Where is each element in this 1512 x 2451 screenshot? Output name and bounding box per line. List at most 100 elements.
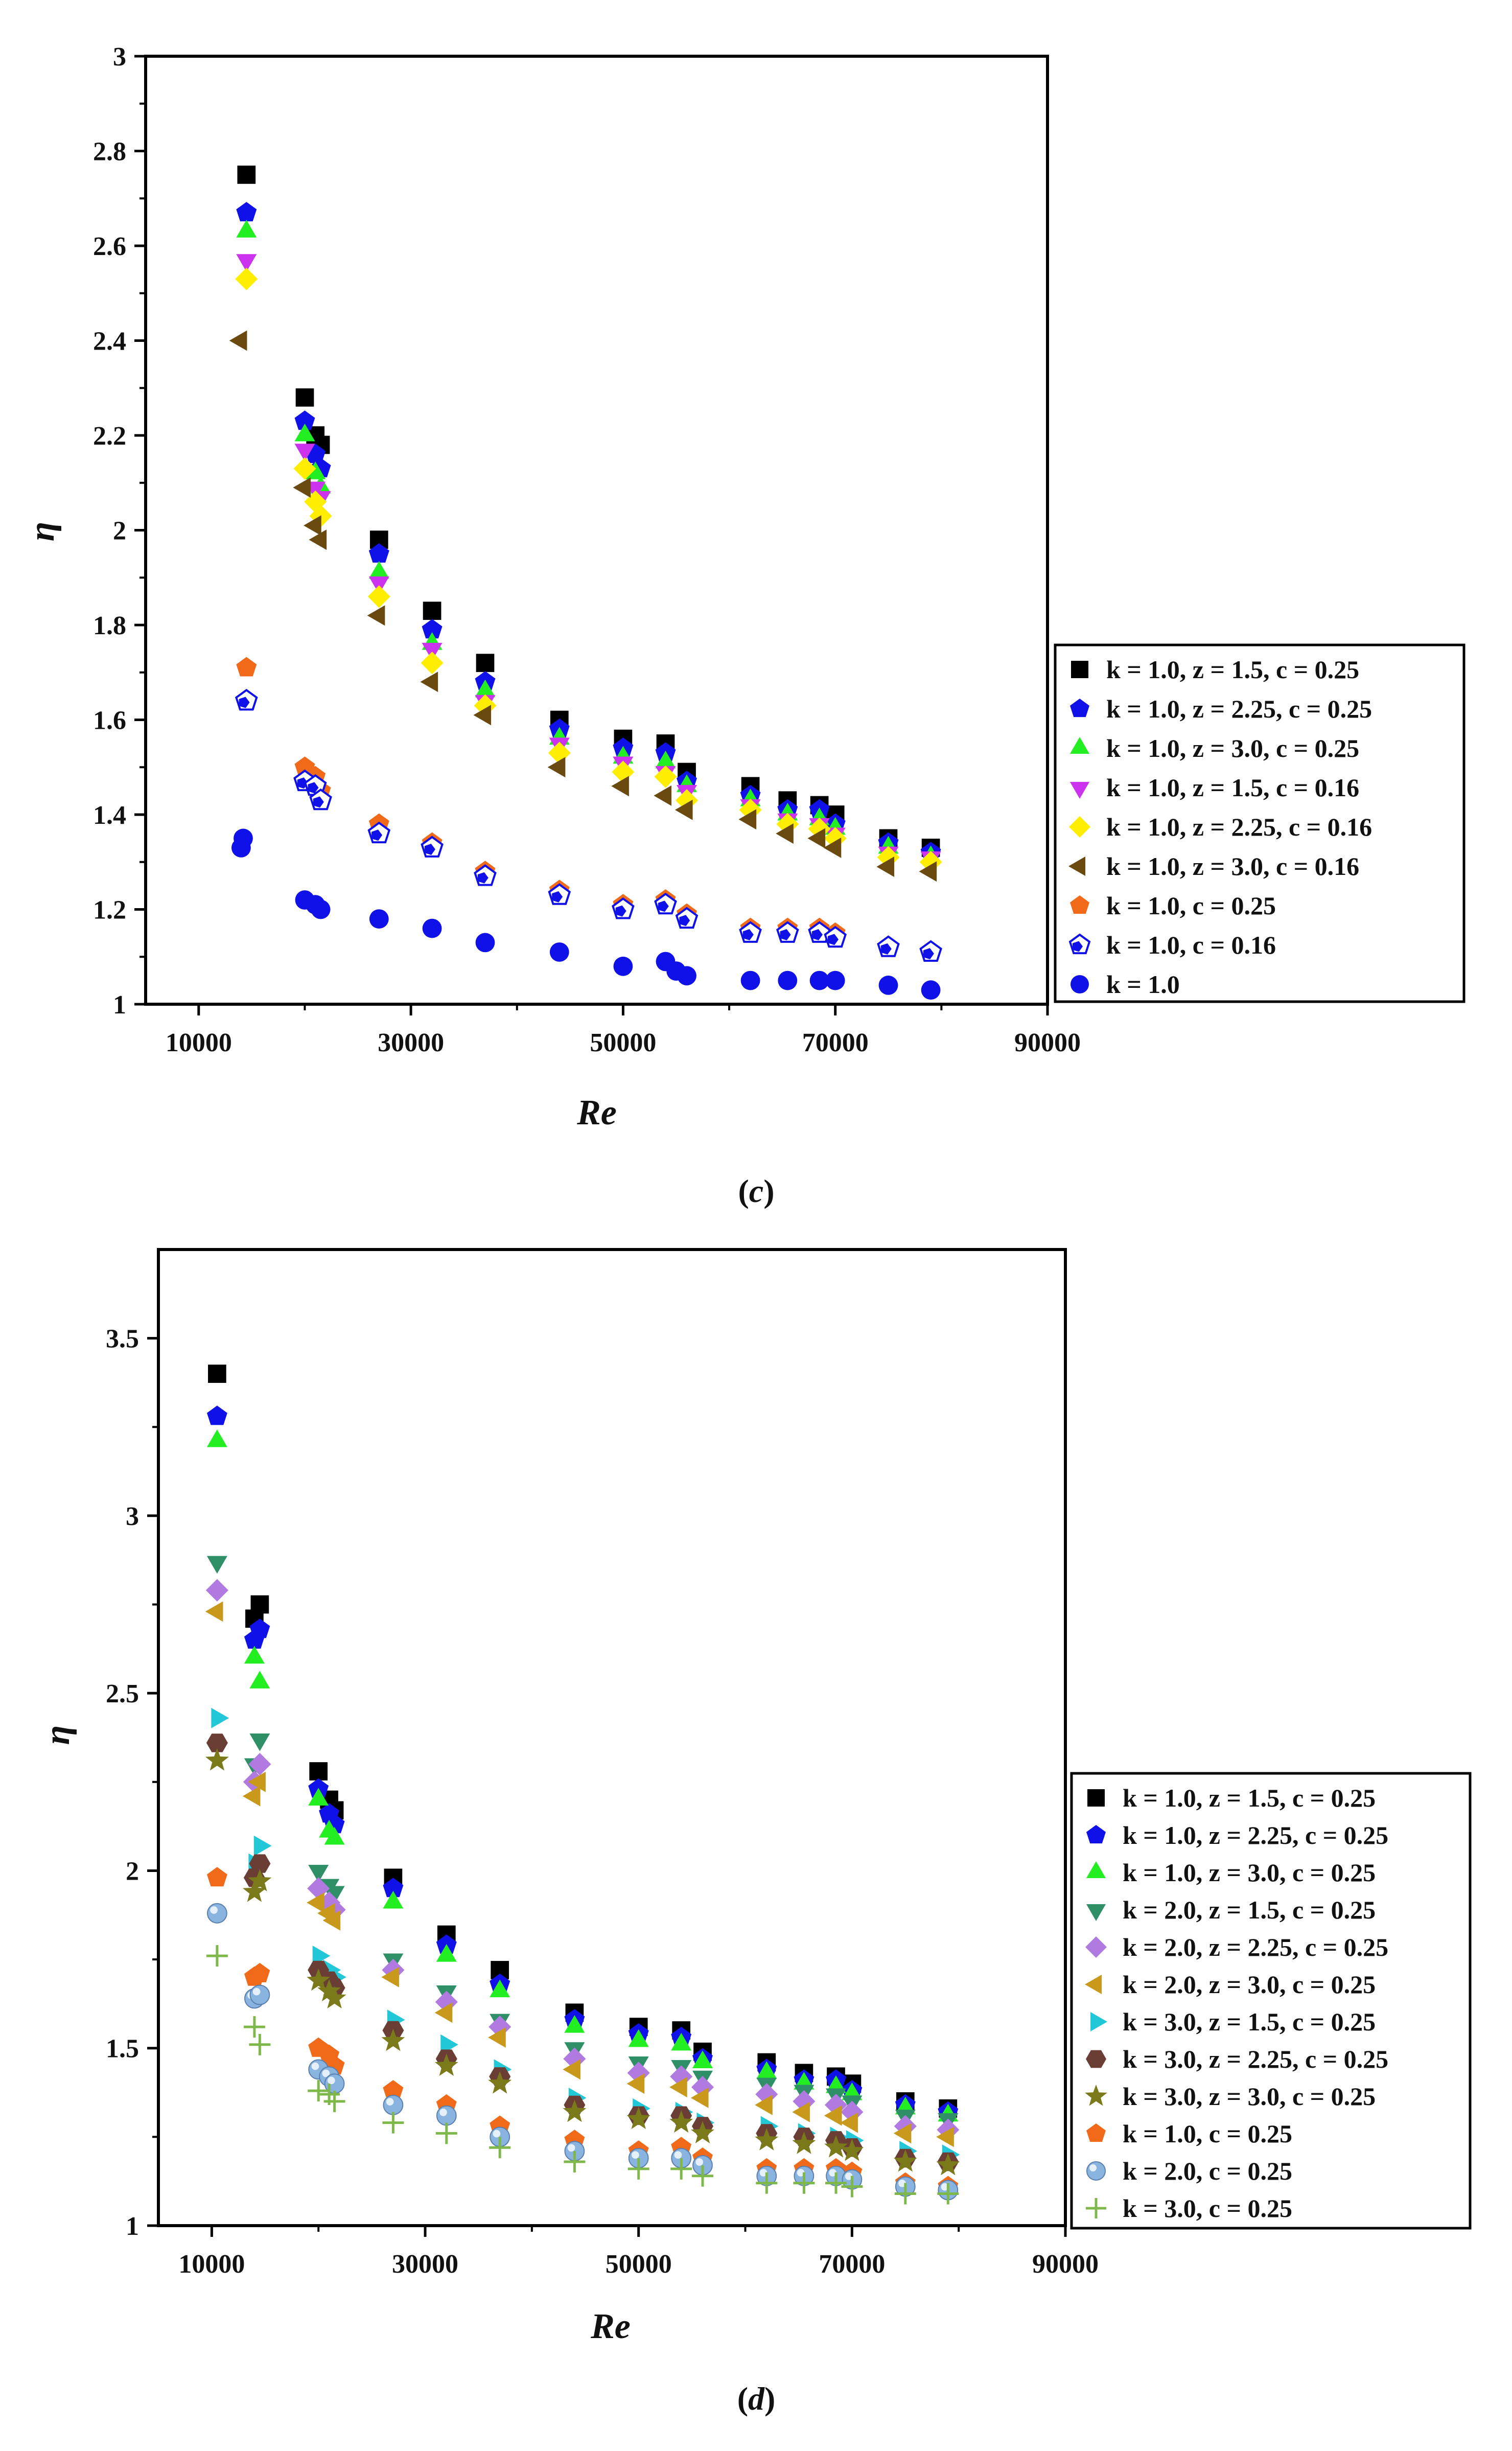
data-point — [824, 926, 847, 948]
x-tick-label: 70000 — [802, 1028, 869, 1057]
data-point — [824, 2105, 842, 2126]
data-point — [323, 2090, 345, 2112]
legend-entry: k = 1.0, z = 2.25, c = 0.16 — [1106, 813, 1372, 841]
data-point — [612, 897, 635, 919]
data-point — [211, 1707, 229, 1728]
data-point — [691, 2121, 714, 2143]
data-point — [434, 2053, 458, 2076]
data-point — [564, 2015, 585, 2033]
legend-entry: k = 1.0, c = 0.16 — [1106, 931, 1276, 959]
series-c-1 — [236, 202, 941, 862]
legend-marker — [1086, 2123, 1106, 2142]
data-point — [205, 1748, 229, 1771]
legend-marker — [1086, 1861, 1106, 1878]
data-point — [654, 785, 672, 806]
data-point — [612, 760, 635, 783]
data-point — [739, 798, 762, 821]
data-point — [792, 2101, 810, 2122]
legend-marker — [1090, 2011, 1107, 2032]
y-tick-label: 2.2 — [93, 422, 126, 451]
legend-marker — [1086, 1825, 1106, 1844]
series-d-11 — [206, 1945, 959, 2205]
data-point — [242, 1786, 261, 1807]
data-point — [670, 2065, 693, 2088]
data-point — [253, 1835, 272, 1856]
data-point — [937, 2183, 959, 2205]
data-point — [489, 2016, 511, 2039]
x-tick-label: 50000 — [606, 2250, 672, 2279]
y-tick-label: 1 — [113, 990, 126, 1020]
legend-marker — [1071, 661, 1088, 678]
data-point — [309, 1762, 328, 1781]
legend-marker — [1086, 2161, 1106, 2181]
data-point — [249, 1962, 270, 1982]
data-point — [488, 2071, 512, 2094]
data-point — [249, 1984, 270, 2005]
legend-marker — [1087, 1789, 1105, 1807]
data-point — [236, 202, 257, 222]
panel-label: (c) — [738, 1173, 774, 1209]
legend-marker — [1069, 737, 1090, 754]
data-point — [206, 1733, 228, 1752]
data-point — [894, 2183, 916, 2205]
legend-marker — [1069, 782, 1090, 799]
data-point — [322, 1986, 346, 2009]
data-point — [627, 2062, 650, 2085]
series-d-5 — [205, 1601, 954, 2147]
data-point — [936, 2126, 954, 2147]
legend-entry: k = 3.0, c = 0.25 — [1123, 2194, 1292, 2223]
data-point — [324, 1826, 345, 1845]
data-point — [921, 980, 941, 1000]
data-point — [654, 765, 677, 788]
legend-entry: k = 1.0, z = 3.0, c = 0.25 — [1123, 1858, 1376, 1887]
data-point — [669, 2077, 687, 2098]
legend: k = 1.0, z = 1.5, c = 0.25 k = 1.0, z = 2… — [1054, 643, 1466, 1003]
y-tick-label: 2.6 — [93, 232, 126, 261]
data-point — [692, 2165, 713, 2187]
data-point — [677, 966, 696, 986]
data-point — [383, 1890, 404, 1909]
data-point — [205, 1579, 228, 1602]
data-point — [654, 892, 677, 915]
data-point — [421, 836, 444, 858]
y-tick-label: 2.8 — [93, 137, 126, 167]
panel-label: (d) — [737, 2380, 776, 2417]
data-point — [206, 1429, 227, 1447]
data-point — [293, 477, 311, 498]
data-point — [309, 788, 332, 811]
data-point — [547, 757, 566, 778]
data-point — [307, 1892, 324, 1913]
y-tick-label: 1.2 — [93, 896, 126, 925]
legend-entry: k = 3.0, z = 2.25, c = 0.25 — [1123, 2045, 1388, 2073]
data-point — [548, 883, 571, 905]
legend-marker — [1068, 933, 1091, 955]
data-point — [317, 1979, 341, 2002]
x-tick-label: 10000 — [166, 1028, 232, 1057]
data-point — [563, 2047, 586, 2070]
data-point — [563, 2059, 580, 2080]
charts: 10000 30000 50000 70000 90000 1 1.2 1.4 1.6 1.8 2 2… — [22, 42, 1472, 2417]
data-point — [208, 1365, 226, 1383]
data-point — [792, 2132, 816, 2154]
legend-marker — [1069, 699, 1090, 718]
legend-entry: k = 3.0, z = 1.5, c = 0.25 — [1123, 2007, 1376, 2036]
data-point — [322, 1910, 341, 1931]
data-point — [936, 2153, 960, 2176]
data-point — [383, 2094, 404, 2115]
data-point — [367, 585, 390, 608]
data-point — [690, 2087, 709, 2109]
data-point — [893, 2149, 917, 2172]
data-point — [776, 823, 794, 844]
legend-entry: k = 1.0, z = 1.5, c = 0.25 — [1123, 1784, 1376, 1812]
data-point — [305, 461, 326, 479]
x-tick-label: 70000 — [819, 2250, 885, 2279]
legend-entry: k = 1.0, c = 0.25 — [1106, 891, 1276, 920]
series-d-8 — [205, 1748, 960, 2176]
legend-box — [1070, 1772, 1472, 2230]
series-d-2 — [206, 1429, 959, 2122]
data-point — [824, 827, 847, 850]
data-point — [824, 2135, 848, 2158]
data-point — [307, 1877, 330, 1900]
data-point — [435, 2122, 457, 2144]
data-point — [249, 1618, 270, 1638]
